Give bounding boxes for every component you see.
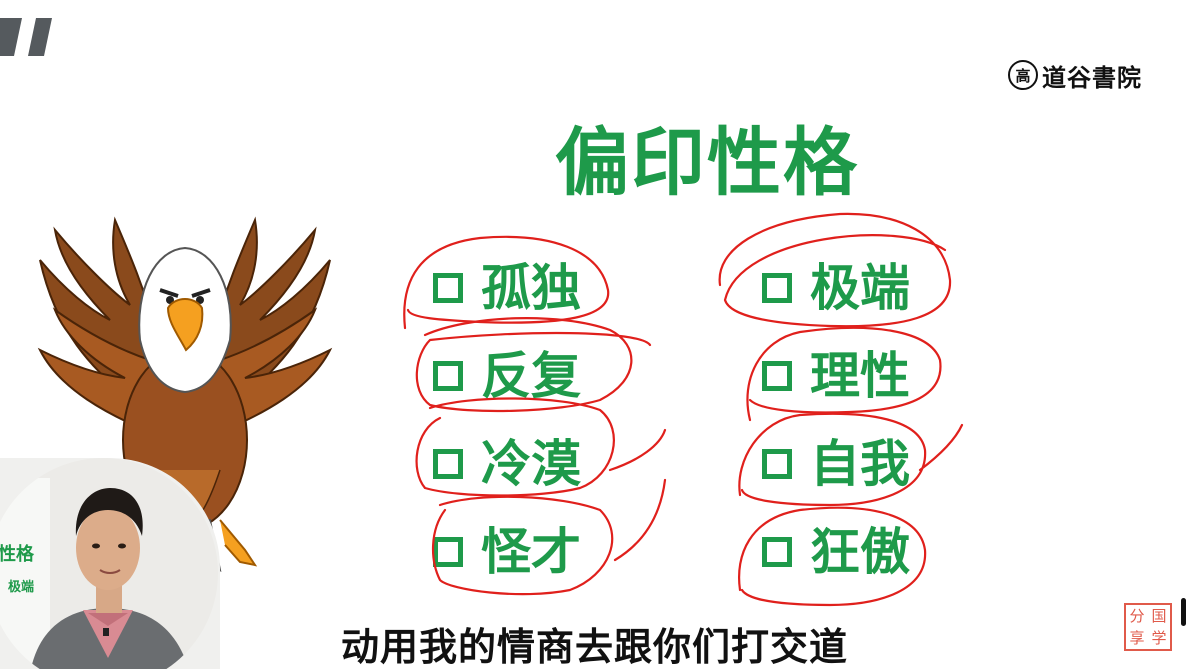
trait-item: 狂傲 <box>762 522 910 582</box>
seal-icon: 高 <box>1008 60 1038 90</box>
trait-item: 极端 <box>762 258 910 318</box>
brand-logo: 高 道谷書院 <box>1008 58 1142 92</box>
trait-label: 反复 <box>481 347 581 405</box>
watermark-stamp: 分 国 享 学 <box>1124 603 1172 651</box>
presenter-webcam: 性格 极端 <box>0 458 220 669</box>
trait-label: 理性 <box>810 347 910 405</box>
checkbox-icon <box>433 273 463 303</box>
presenter-figure <box>31 488 189 669</box>
trait-item: 孤独 <box>433 258 581 318</box>
trait-item: 理性 <box>762 346 910 406</box>
checkbox-icon <box>762 537 792 567</box>
webcam-background-board <box>0 478 50 668</box>
checkbox-icon <box>433 361 463 391</box>
trait-item: 自我 <box>762 434 910 494</box>
scroll-handle[interactable] <box>1181 598 1186 626</box>
stamp-char: 国 <box>1151 606 1167 625</box>
stamp-char: 学 <box>1151 628 1167 647</box>
trait-item: 反复 <box>433 346 581 406</box>
checkbox-icon <box>762 273 792 303</box>
corner-stripes <box>0 18 52 56</box>
trait-label: 孤独 <box>481 259 581 317</box>
trait-label: 怪才 <box>481 523 581 581</box>
checkbox-icon <box>762 449 792 479</box>
trait-label: 极端 <box>810 259 910 317</box>
trait-label: 自我 <box>810 435 910 493</box>
stamp-char: 分 <box>1129 606 1145 625</box>
trait-item: 怪才 <box>433 522 581 582</box>
checkbox-icon <box>762 361 792 391</box>
checkbox-icon <box>433 537 463 567</box>
brand-name: 道谷書院 <box>1042 62 1142 92</box>
trait-label: 冷漠 <box>481 435 581 493</box>
webcam-frame: 性格 极端 <box>0 458 218 669</box>
webcam-board-item: 极端 <box>8 580 35 595</box>
slide-title: 偏印性格 <box>555 120 859 206</box>
trait-label: 狂傲 <box>810 523 910 581</box>
stamp-char: 享 <box>1129 628 1145 647</box>
video-subtitle: 动用我的情商去跟你们打交道 <box>340 625 848 669</box>
trait-item: 冷漠 <box>433 434 581 494</box>
checkbox-icon <box>433 449 463 479</box>
webcam-board-heading: 性格 <box>0 544 34 565</box>
